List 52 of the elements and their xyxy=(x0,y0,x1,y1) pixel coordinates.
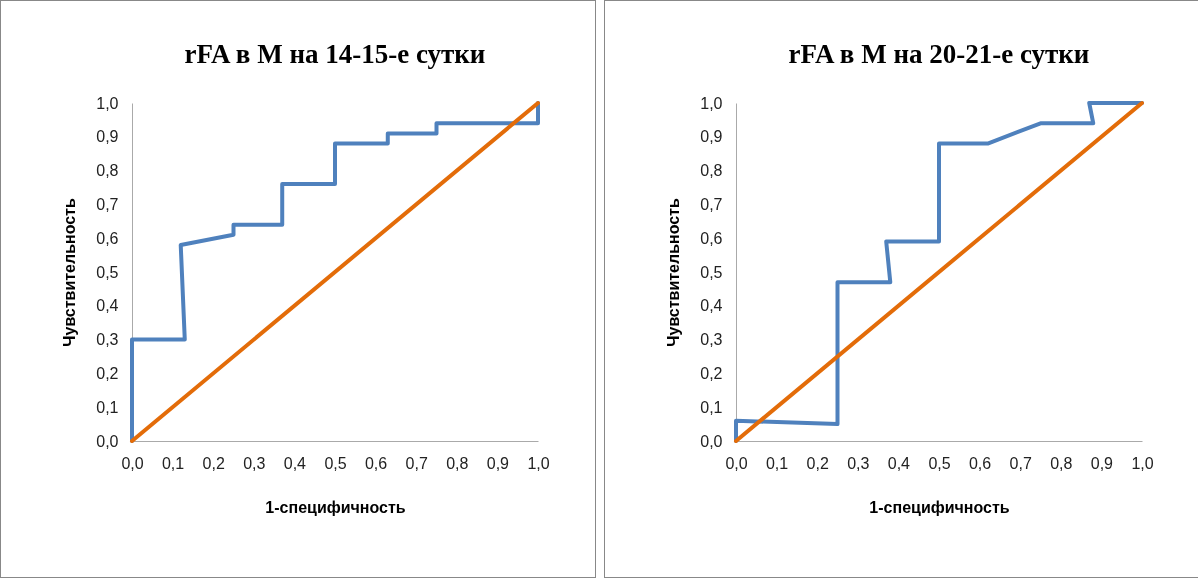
y-tick-label: 0,2 xyxy=(96,364,119,382)
x-tick-label: 0,2 xyxy=(806,454,829,472)
y-tick-label: 0,5 xyxy=(96,263,119,281)
x-axis-title: 1-специфичность xyxy=(869,498,1010,516)
line-series xyxy=(130,101,540,443)
x-tick-label: 0,8 xyxy=(1050,454,1073,472)
y-tick-label: 0,1 xyxy=(96,398,119,416)
y-tick-label: 0,0 xyxy=(96,432,119,450)
x-tick-label: 0,6 xyxy=(364,454,388,472)
y-tick-label: 0,9 xyxy=(700,128,723,146)
x-tick-label: 0,2 xyxy=(202,454,225,472)
y-tick-label: 0,0 xyxy=(700,432,723,450)
x-tick-label: 0,0 xyxy=(121,454,144,472)
chart-title: rFA в М на 14-15-е сутки xyxy=(184,39,486,69)
y-tick-label: 0,4 xyxy=(96,297,119,315)
y-axis-title: Чувствительность xyxy=(61,198,79,347)
x-tick-label: 1,0 xyxy=(1131,454,1154,472)
x-tick-label: 0,7 xyxy=(1009,454,1032,472)
x-tick-label: 0,9 xyxy=(486,454,510,472)
x-tick-label: 0,0 xyxy=(725,454,748,472)
y-tick-label: 0,1 xyxy=(700,398,723,416)
y-tick-label: 0,4 xyxy=(700,297,723,315)
x-tick-label: 0,3 xyxy=(243,454,266,472)
x-tick-label: 1,0 xyxy=(527,454,550,472)
y-tick-label: 0,2 xyxy=(700,364,723,382)
y-tick-label: 0,6 xyxy=(700,229,723,247)
line-series xyxy=(734,101,1144,443)
x-tick-label: 0,8 xyxy=(446,454,469,472)
y-tick-label: 0,3 xyxy=(96,331,119,349)
x-tick-label: 0,5 xyxy=(324,454,347,472)
y-tick-label: 0,6 xyxy=(96,229,119,247)
x-tick-label: 0,4 xyxy=(887,454,911,472)
y-tick-label: 0,8 xyxy=(700,162,723,180)
y-tick-label: 0,9 xyxy=(96,128,119,146)
x-tick-label: 0,4 xyxy=(283,454,307,472)
y-tick-label: 1,0 xyxy=(96,94,119,112)
y-tick-label: 0,7 xyxy=(96,195,119,213)
y-tick-label: 1,0 xyxy=(700,94,723,112)
y-tick-label: 0,8 xyxy=(96,162,119,180)
x-tick-label: 0,1 xyxy=(765,454,789,472)
y-tick-label: 0,3 xyxy=(700,331,723,349)
y-tick-label: 0,7 xyxy=(700,195,723,213)
x-tick-label: 0,6 xyxy=(968,454,992,472)
x-tick-label: 0,7 xyxy=(405,454,428,472)
x-tick-label: 0,5 xyxy=(928,454,951,472)
x-tick-label: 0,9 xyxy=(1090,454,1114,472)
x-axis-title: 1-специфичность xyxy=(265,498,406,516)
y-tick-label: 0,5 xyxy=(700,263,723,281)
x-tick-label: 0,1 xyxy=(161,454,185,472)
x-tick-label: 0,3 xyxy=(847,454,870,472)
chart-title: rFA в М на 20-21-е сутки xyxy=(788,39,1090,69)
y-axis-title: Чувствительность xyxy=(665,198,683,347)
